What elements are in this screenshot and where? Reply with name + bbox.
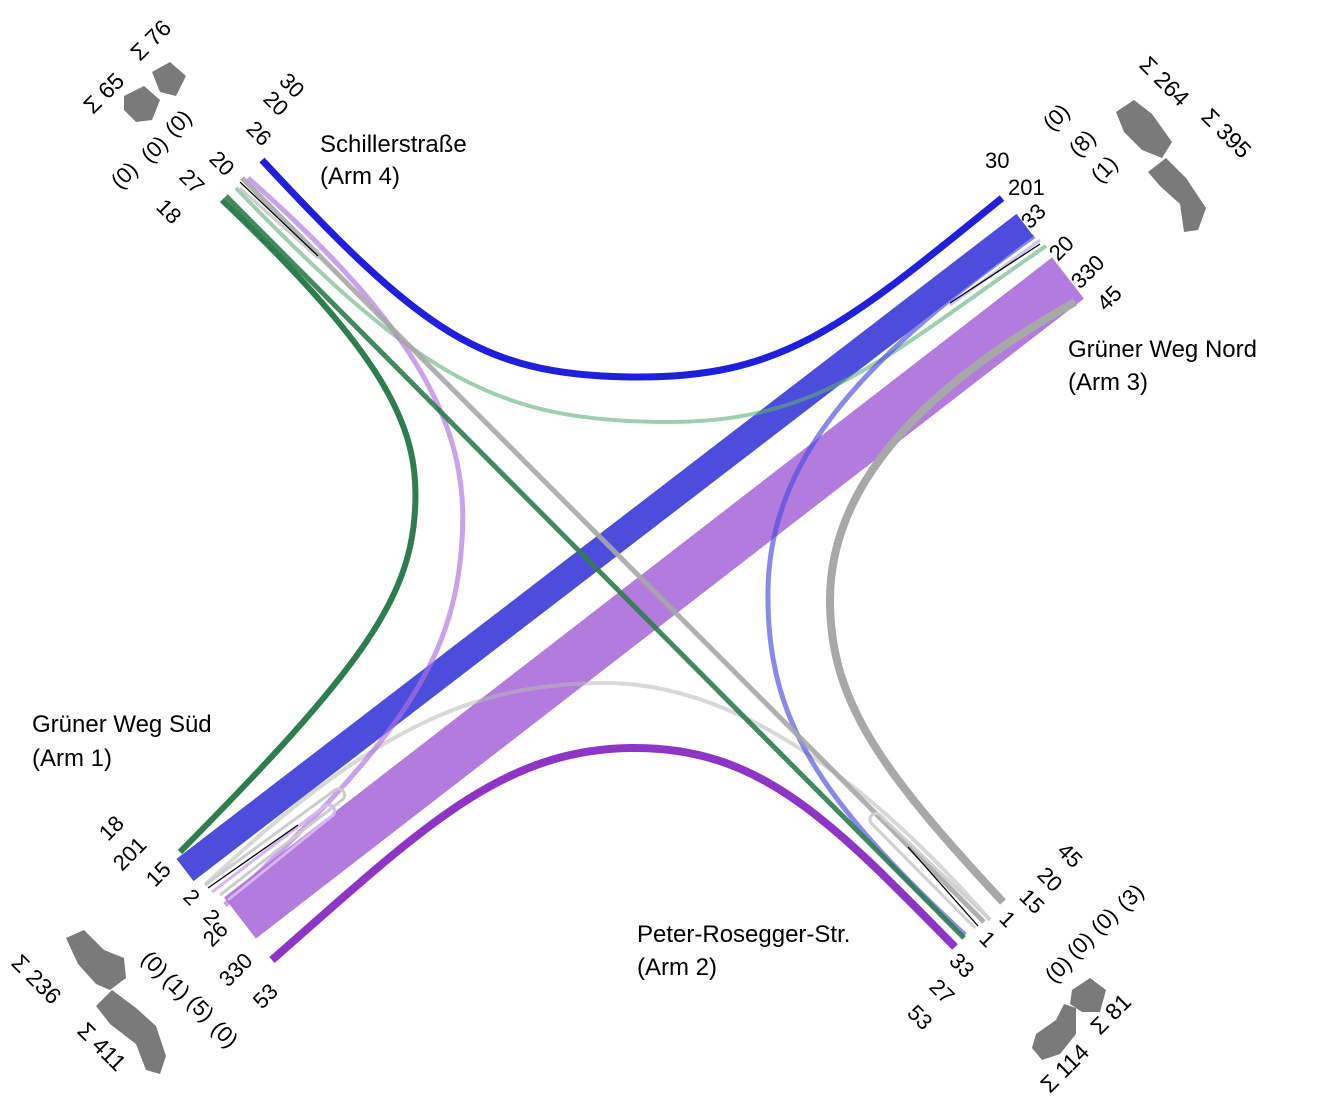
- arm2-heavy-1: (0): [1086, 903, 1123, 940]
- arm2-heavy-0: (3): [1112, 879, 1149, 916]
- arm3-lane-5: 45: [1092, 281, 1127, 316]
- arm4-sum-in: Σ 65: [78, 67, 129, 118]
- arm1-sub: (Arm 1): [32, 745, 112, 772]
- arm1-heavy-3: (0): [206, 1016, 243, 1053]
- arm1-lane-0: 18: [94, 811, 129, 846]
- flow-4-2b: [240, 176, 986, 924]
- flow-4-1: [177, 197, 419, 855]
- arm4-sum-in-arrow: [124, 86, 160, 122]
- arm4-lane-values: 30 20 26 20 27 18 (0) (0) (0) Σ 65 Σ 76: [78, 14, 309, 228]
- arm1-lane-2: 15: [141, 857, 176, 892]
- arm3-lane-1: 201: [1008, 175, 1045, 200]
- arm2-lane-5: 33: [944, 948, 979, 983]
- arm2-name: Peter-Rosegger-Str.: [637, 921, 850, 948]
- arm2-sum-out-arrow: [1032, 1004, 1076, 1060]
- arm-labels: Schillerstraße (Arm 4) Grüner Weg Nord (…: [32, 131, 1257, 981]
- arm2-separator: [907, 846, 979, 927]
- flow-4-3: [259, 157, 1005, 381]
- arm4-heavy-2: (0): [160, 105, 197, 142]
- arm3-separator: [949, 243, 1041, 304]
- arm1-sum-in: Σ 236: [6, 949, 66, 1009]
- flow-2-3: [765, 233, 1036, 937]
- flow-3-1: [224, 257, 1084, 939]
- arm2-sub: (Arm 2): [637, 954, 717, 981]
- arm3-sum-in: Σ 264: [1134, 51, 1194, 111]
- arm4-sum-out-arrow: [152, 62, 186, 96]
- arm4-sub: (Arm 4): [320, 163, 400, 190]
- uturn-arm3: [949, 238, 1041, 307]
- arm2-lane-4: 1: [974, 926, 1000, 952]
- arm1-sum-in-arrow: [66, 930, 126, 990]
- arm2-lane-0: 45: [1052, 838, 1087, 873]
- arm4-heavy-0: (0): [106, 157, 143, 194]
- arm2-lane-6: 27: [924, 974, 959, 1009]
- arm1-lane-7: 53: [248, 979, 283, 1014]
- arm1-name: Grüner Weg Süd: [32, 711, 212, 738]
- flow-4-2a: [224, 194, 966, 940]
- arm2-sum-in-arrow: [1070, 978, 1106, 1012]
- arm3-sum-out-arrow: [1148, 158, 1206, 232]
- flow-2-1: [203, 680, 992, 922]
- uturn-arm1-gray: [204, 787, 347, 897]
- arm3-heavy-2: (1): [1086, 151, 1123, 188]
- arm1-lane-6: 330: [214, 948, 258, 992]
- arm3-lane-values: 30 201 33 20 330 45 (0) (8) (1) Σ 264 Σ …: [985, 51, 1257, 315]
- flow-bands: [176, 157, 1084, 964]
- arm1-sum-out-arrow: [96, 990, 166, 1074]
- arm4-lane-4: 27: [174, 164, 209, 199]
- arm4-lane-3: 20: [204, 146, 239, 181]
- flow-1-2: [269, 743, 958, 964]
- arm2-lane-3: 1: [994, 906, 1020, 932]
- arm1-separator: [207, 824, 299, 889]
- arm3-heavy-1: (8): [1064, 125, 1101, 162]
- flow-3-2: [825, 298, 1077, 905]
- uturn-arm2: [868, 812, 992, 930]
- arm1-heavy-2: (5): [182, 990, 219, 1027]
- arm4-name: Schillerstraße: [320, 131, 467, 158]
- flow-1-4: [223, 176, 466, 907]
- arm3-lane-0: 30: [985, 148, 1009, 173]
- arm4-sum-out: Σ 76: [125, 14, 176, 65]
- flow-3-4: [234, 186, 1048, 425]
- arm3-heavy-0: (0): [1038, 99, 1075, 136]
- arm4-heavy-1: (0): [136, 131, 173, 168]
- arm2-lane-7: 53: [902, 1000, 937, 1035]
- arm4-lane-2: 26: [241, 116, 276, 151]
- arm1-lane-3: 2: [178, 884, 204, 910]
- arm2-heavy-2: (0): [1062, 927, 1099, 964]
- arm4-lane-5: 18: [151, 194, 186, 229]
- arm3-sub: (Arm 3): [1068, 369, 1148, 396]
- uturn-arm4: [238, 186, 320, 260]
- arm3-sum-in-arrow: [1116, 100, 1172, 158]
- arm3-sum-out: Σ 395: [1196, 103, 1256, 163]
- arm3-name: Grüner Weg Nord: [1068, 336, 1257, 363]
- arm4-separator: [239, 181, 319, 257]
- flow-1-3: [176, 213, 1034, 882]
- uturn-arm1-purple: [211, 803, 337, 902]
